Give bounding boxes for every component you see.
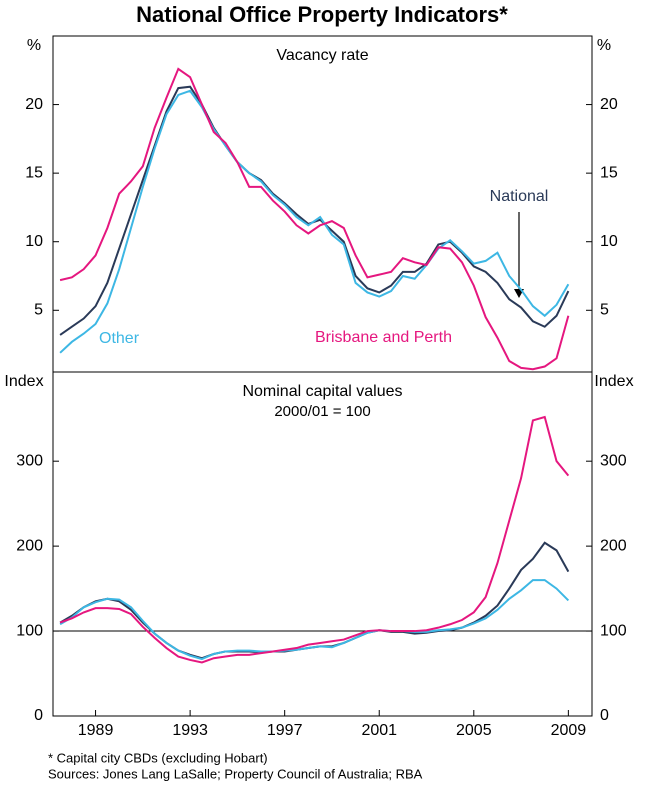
x-tick-label: 1989 [78,722,114,739]
y-axis-unit: Index [4,373,43,390]
y-tick-label: 20 [600,96,618,113]
y-tick-label: 0 [34,707,43,724]
y-tick-label: 5 [34,302,43,319]
series-label: Brisbane and Perth [315,329,452,346]
plot-frame [52,371,593,717]
x-tick-label: 2005 [456,722,492,739]
x-tick-label: 1997 [267,722,303,739]
panel-subtitle: 2000/01 = 100 [274,403,370,420]
x-tick-label: 2001 [361,722,397,739]
y-tick-label: 15 [25,164,43,181]
series-line [59,67,570,371]
y-tick-label: 300 [16,452,43,469]
chart-title: National Office Property Indicators* [136,2,508,27]
series-line [59,579,570,661]
y-tick-label: 100 [16,622,43,639]
y-axis-unit: % [597,37,611,54]
y-tick-label: 200 [16,537,43,554]
series-label: Other [99,330,140,347]
sources: Sources: Jones Lang LaSalle; Property Co… [48,766,423,781]
y-tick-label: 20 [25,96,43,113]
y-tick-label: 200 [600,537,627,554]
y-tick-label: 300 [600,452,627,469]
series-label: National [490,188,549,205]
footnote: * Capital city CBDs (excluding Hobart) [48,750,268,765]
series-line [59,415,570,664]
y-tick-label: 15 [600,164,618,181]
y-tick-label: 0 [600,707,609,724]
series-line [59,541,570,660]
y-axis-unit: % [27,37,41,54]
y-tick-label: 100 [600,622,627,639]
panel-title: Nominal capital values [242,383,402,400]
y-tick-label: 10 [600,233,618,250]
y-axis-unit: Index [594,373,633,390]
y-tick-label: 10 [25,233,43,250]
x-tick-label: 1993 [172,722,208,739]
x-tick-label: 2009 [551,722,587,739]
y-tick-label: 5 [600,302,609,319]
series-line [59,89,570,354]
panel-title: Vacancy rate [276,47,368,64]
